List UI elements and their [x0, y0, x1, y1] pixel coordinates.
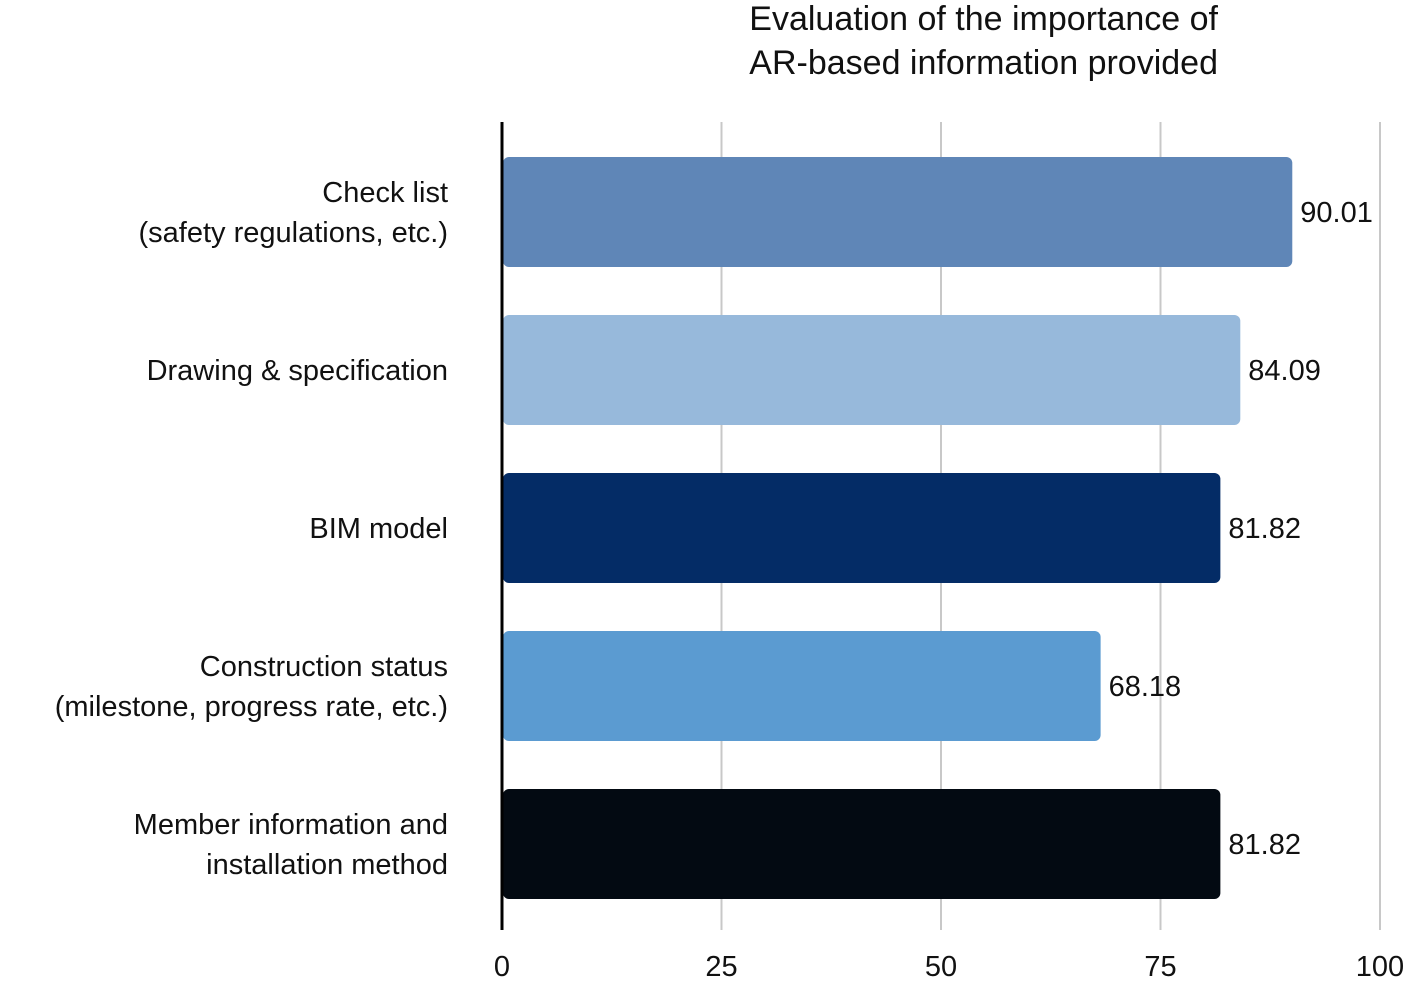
x-tick-label-0: 0 [494, 951, 510, 980]
category-label-5-line-2: installation method [206, 849, 448, 881]
value-label-4: 68.18 [1109, 671, 1182, 703]
category-label-1: Check list (safety regulations, etc.) [139, 177, 448, 249]
x-tick-label-25: 25 [705, 951, 737, 980]
chart-title-line-1: Evaluation of the importance of [749, 0, 1218, 38]
category-label-3: BIM model [309, 513, 448, 545]
category-label-4-line-2: (milestone, progress rate, etc.) [55, 691, 448, 723]
x-tick-label-100: 100 [1356, 951, 1404, 980]
category-label-4-line-1: Construction status [200, 651, 448, 683]
bar-4 [503, 631, 1101, 741]
bar-3 [503, 473, 1221, 583]
value-label-1: 90.01 [1300, 197, 1373, 229]
x-tick-label-50: 50 [925, 951, 957, 980]
category-label-5: Member information and installation metho… [134, 809, 448, 881]
x-tick-label-75: 75 [1144, 951, 1176, 980]
category-label-4: Construction status (milestone, progress … [55, 651, 448, 723]
category-label-3-line-1: BIM model [309, 513, 448, 545]
value-label-5: 81.82 [1228, 829, 1301, 861]
value-label-2: 84.09 [1248, 355, 1321, 387]
value-label-3: 81.82 [1228, 513, 1301, 545]
bar-layer [503, 157, 1293, 899]
category-label-2-line-1: Drawing & specification [147, 355, 448, 387]
chart-title: Evaluation of the importance of AR-based … [749, 0, 1218, 82]
bar-1 [503, 157, 1293, 267]
category-label-5-line-1: Member information and [134, 809, 448, 841]
label-layer: 0 25 50 75 100 90.01 Check list (safety regulat… [55, 177, 1404, 983]
chart-title-line-2: AR-based information provided [749, 44, 1218, 82]
category-label-2: Drawing & specification [147, 355, 448, 387]
category-label-1-line-1: Check list [322, 177, 448, 209]
bar-5 [503, 789, 1221, 899]
category-label-1-line-2: (safety regulations, etc.) [139, 217, 448, 249]
bar-2 [503, 315, 1241, 425]
